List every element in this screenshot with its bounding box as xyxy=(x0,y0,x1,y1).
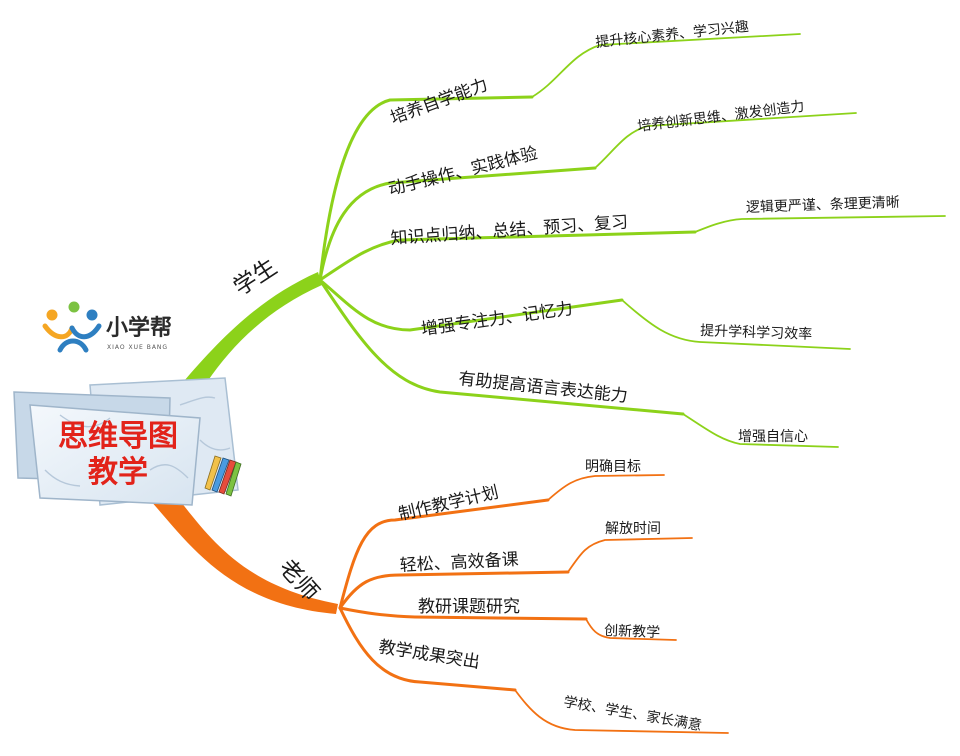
student-branch-line-1 xyxy=(318,95,534,282)
teacher-item-detail-4[interactable]: 学校、学生、家长满意 xyxy=(562,693,703,734)
student-branch-line-5 xyxy=(318,278,685,416)
student-item-label-1[interactable]: 培养自学能力 xyxy=(388,75,491,129)
teacher-branch-line-3 xyxy=(338,606,588,621)
student-item-label-4[interactable]: 增强专注力、记忆力 xyxy=(420,299,574,340)
teacher-detail-line-2 xyxy=(567,537,693,573)
student-detail-line-5 xyxy=(682,413,839,448)
central-title-line-2: 教学 xyxy=(88,455,148,490)
student-item-detail-1[interactable]: 提升核心素养、学习兴趣 xyxy=(595,19,750,51)
teacher-item-detail-2[interactable]: 解放时间 xyxy=(605,521,661,537)
teacher-item-label-3[interactable]: 教研课题研究 xyxy=(418,597,520,617)
marker-pens-icon xyxy=(204,455,242,497)
student-detail-line-3 xyxy=(694,215,946,233)
logo: 小学帮 XIAO XUE BANG xyxy=(42,301,172,353)
central-topic[interactable]: 思维导图 教学 xyxy=(13,377,242,506)
student-item-detail-5[interactable]: 增强自信心 xyxy=(738,429,808,445)
teacher-branch-line-2 xyxy=(338,570,570,610)
central-title-line-1: 思维导图 xyxy=(58,419,178,454)
student-item-label-3[interactable]: 知识点归纳、总结、预习、复习 xyxy=(390,212,629,249)
logo-subtitle: XIAO XUE BANG xyxy=(107,344,168,351)
logo-icon xyxy=(42,301,102,353)
student-detail-line-1 xyxy=(531,33,801,98)
teacher-branch-line-4 xyxy=(338,606,517,692)
teacher-item-label-4[interactable]: 教学成果突出 xyxy=(377,637,481,673)
student-branch-label[interactable]: 学生 xyxy=(229,254,282,301)
student-item-detail-3[interactable]: 逻辑更严谨、条理更清晰 xyxy=(746,194,900,216)
student-branch-line-4 xyxy=(318,278,624,332)
student-branch-line-3 xyxy=(318,230,697,282)
teacher-item-detail-1[interactable]: 明确目标 xyxy=(585,459,641,475)
student-branch-line-2 xyxy=(318,166,597,282)
logo-name: 小学帮 xyxy=(106,315,172,341)
teacher-detail-line-3 xyxy=(585,618,677,641)
student-item-detail-2[interactable]: 培养创新思维、激发创造力 xyxy=(636,98,805,135)
teacher-branch-line-1 xyxy=(338,498,550,610)
student-item-label-2[interactable]: 动手操作、实践体验 xyxy=(386,143,539,199)
teacher-detail-line-1 xyxy=(547,474,665,501)
teacher-detail-line-4 xyxy=(514,689,729,734)
student-main-branch xyxy=(178,272,322,396)
central-paper-illustration xyxy=(13,377,239,506)
student-item-detail-4[interactable]: 提升学科学习效率 xyxy=(700,322,813,343)
teacher-item-detail-3[interactable]: 创新教学 xyxy=(604,623,661,641)
teacher-item-label-1[interactable]: 制作教学计划 xyxy=(397,482,501,524)
student-detail-line-4 xyxy=(621,299,851,350)
student-detail-line-2 xyxy=(594,112,857,169)
